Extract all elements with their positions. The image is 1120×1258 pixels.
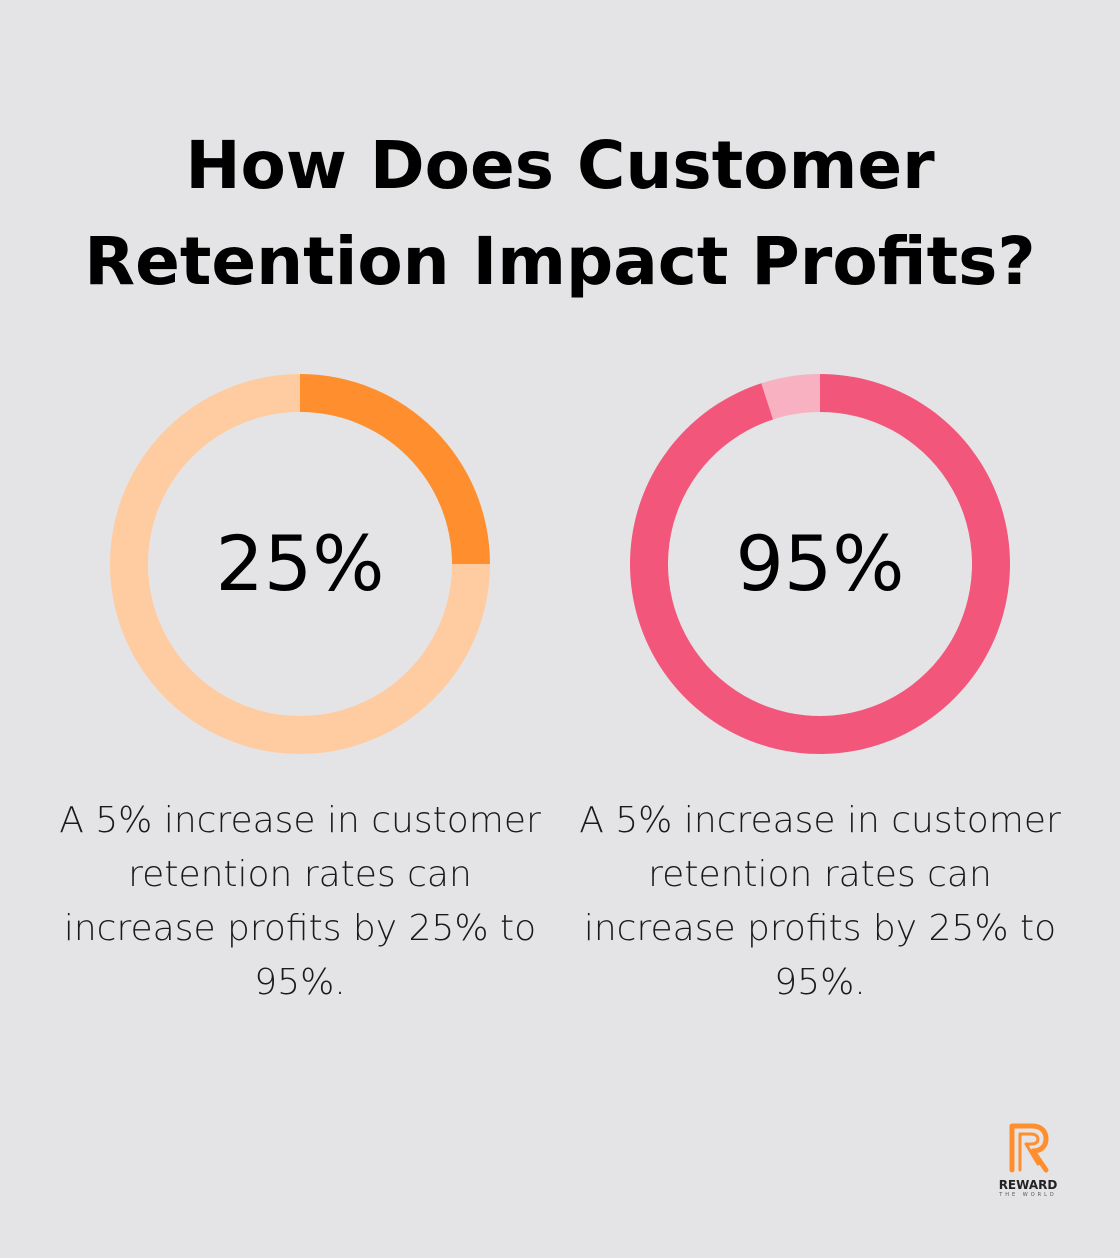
- reward-logo: REWARD THE WORLD: [988, 1120, 1068, 1204]
- title-line-1: How Does Customer: [185, 127, 935, 204]
- donut-chart-2-svg: [630, 374, 1010, 754]
- title-line-2: Retention Impact Profits?: [84, 223, 1036, 300]
- page-title: How Does Customer Retention Impact Profi…: [0, 118, 1120, 310]
- donut-2-value-label: 95%: [735, 519, 905, 608]
- donut-1-slice-highlight: [300, 374, 490, 564]
- donut-2-caption: A 5% increase in customer retention rate…: [579, 800, 1061, 1003]
- donut-1-caption: A 5% increase in customer retention rate…: [59, 800, 541, 1003]
- donut-2-slice-remainder: [761, 374, 820, 420]
- donut-chart-2: 95%: [630, 374, 1010, 754]
- logo-subtext: THE WORLD: [999, 1192, 1057, 1198]
- logo-text: REWARD: [998, 1178, 1058, 1192]
- donut-chart-1: 25%: [110, 374, 490, 754]
- donut-1-value-label: 25%: [215, 519, 385, 608]
- donut-chart-1-svg: [110, 374, 490, 754]
- reward-r-icon: [1009, 1123, 1049, 1173]
